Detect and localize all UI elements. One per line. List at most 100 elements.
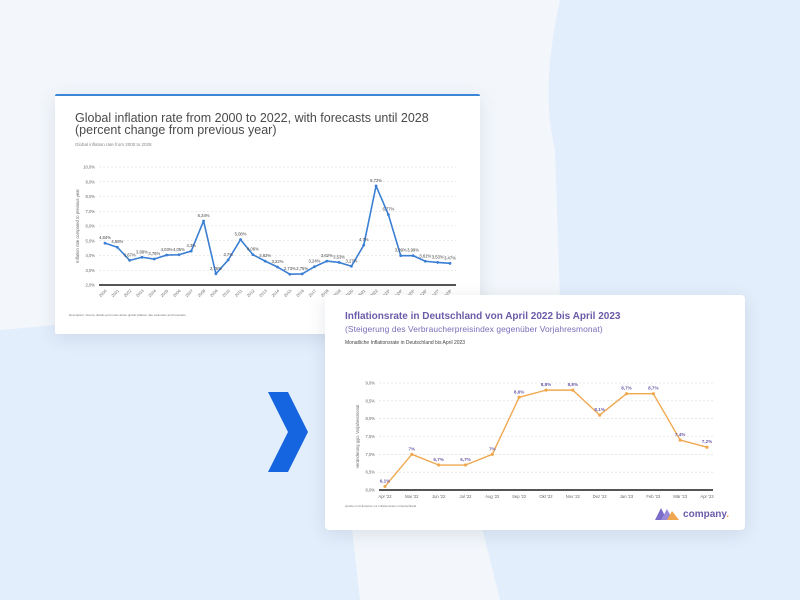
data-point[interactable] xyxy=(423,259,427,263)
y-tick-label: 10,0% xyxy=(83,165,95,170)
logo-text: company xyxy=(683,509,727,520)
data-label: 4,84% xyxy=(99,235,111,240)
data-point[interactable] xyxy=(300,272,304,276)
y-tick-label: 5,0% xyxy=(85,238,95,243)
x-tick-label: Sep '22 xyxy=(512,494,527,499)
data-point[interactable] xyxy=(399,254,403,258)
x-tick-label: 2019 xyxy=(332,288,342,298)
x-tick-label: Mär '23 xyxy=(673,494,688,499)
data-point[interactable] xyxy=(165,253,169,257)
data-label: 2,73% xyxy=(284,266,296,271)
data-point[interactable] xyxy=(651,392,655,396)
data-point[interactable] xyxy=(383,484,387,489)
global-footnote: Description: Source details and notes ab… xyxy=(69,313,187,317)
data-label: 4,06% xyxy=(247,247,259,252)
data-point[interactable] xyxy=(337,261,341,264)
data-label: 3,53% xyxy=(333,254,345,259)
y-tick-label: 9,0% xyxy=(365,381,375,386)
data-point[interactable] xyxy=(251,253,255,257)
data-point[interactable] xyxy=(490,452,494,456)
data-point[interactable] xyxy=(202,219,205,223)
global-inflation-card: Global inflation rate from 2000 to 2022,… xyxy=(55,94,480,334)
data-label: 3,53% xyxy=(432,254,444,259)
x-tick-label: Apr '22 xyxy=(378,494,392,499)
y-tick-label: 8,0% xyxy=(365,416,375,421)
data-label: 4,3% xyxy=(186,243,196,248)
data-label: 2,75% xyxy=(296,266,308,271)
x-tick-label: 2026* xyxy=(417,288,428,299)
y-tick-label: 8,5% xyxy=(365,398,375,403)
data-point[interactable] xyxy=(263,259,267,263)
data-label: 6,7% xyxy=(460,457,470,462)
data-point[interactable] xyxy=(437,463,441,467)
data-point[interactable] xyxy=(517,395,521,399)
data-point[interactable] xyxy=(544,388,548,392)
data-point[interactable] xyxy=(436,261,440,264)
logo-dot: . xyxy=(726,509,729,520)
data-label: 3,99% xyxy=(407,248,419,253)
data-point[interactable] xyxy=(189,249,193,253)
data-point[interactable] xyxy=(624,392,629,396)
x-tick-label: 2027* xyxy=(429,288,440,299)
data-point[interactable] xyxy=(571,388,575,392)
x-tick-label: 2004 xyxy=(147,288,157,298)
data-label: 4,56% xyxy=(111,239,123,244)
data-point[interactable] xyxy=(140,255,144,259)
de-chart-title: Inflationsrate in Deutschland von April … xyxy=(345,311,621,322)
y-tick-label: 6,0% xyxy=(85,224,95,229)
data-point[interactable] xyxy=(313,265,316,269)
data-point[interactable] xyxy=(128,258,132,262)
data-label: 3,99% xyxy=(395,248,407,253)
data-point[interactable] xyxy=(177,253,181,257)
data-point[interactable] xyxy=(226,258,230,262)
data-point[interactable] xyxy=(288,272,292,276)
data-point[interactable] xyxy=(276,265,279,269)
x-tick-label: 2028* xyxy=(442,288,453,299)
x-tick-label: 2013 xyxy=(258,288,268,298)
data-label: 4,7% xyxy=(359,237,369,242)
data-point[interactable] xyxy=(374,184,378,188)
company-logo: company. xyxy=(655,506,729,520)
data-line xyxy=(384,389,708,487)
data-label: 3,7% xyxy=(223,252,233,257)
x-tick-label: 2015 xyxy=(283,288,293,298)
data-point[interactable] xyxy=(115,245,119,249)
data-point[interactable] xyxy=(678,438,682,442)
global-inflation-chart: 2,0% 3,0% 4,0% 5,0% 6,0% 7,0% 8,0% 9,0% 10,0% Inf… xyxy=(75,165,456,300)
data-label: 3,61% xyxy=(419,253,431,258)
x-tick-label: 2020 xyxy=(344,288,354,298)
data-point[interactable] xyxy=(362,243,366,247)
data-label: 8,1% xyxy=(594,407,604,412)
global-chart-title: Global inflation rate from 2000 to 2022,… xyxy=(75,111,429,137)
x-tick-label: 2018 xyxy=(320,288,330,298)
data-point[interactable] xyxy=(152,257,156,261)
y-tick-label: 8,0% xyxy=(85,194,95,199)
x-tick-label: 2002 xyxy=(123,288,133,298)
data-label: 3,47% xyxy=(444,255,456,260)
data-point[interactable] xyxy=(705,445,709,449)
data-point[interactable] xyxy=(463,463,468,467)
data-point[interactable] xyxy=(350,264,353,268)
data-point[interactable] xyxy=(214,272,218,276)
data-label: 8,7% xyxy=(621,386,631,391)
germany-inflation-card: Inflationsrate in Deutschland von April … xyxy=(325,295,745,530)
data-label: 8,8% xyxy=(568,382,578,387)
x-tick-label: 2021 xyxy=(357,288,367,298)
mountain-logo-icon xyxy=(655,508,680,520)
data-point[interactable] xyxy=(410,452,414,456)
x-tick-label: 2003 xyxy=(135,288,145,298)
data-point[interactable] xyxy=(325,259,329,263)
data-label: 3,24% xyxy=(309,259,321,264)
data-point[interactable] xyxy=(386,213,390,217)
data-label: 3,27% xyxy=(345,258,357,263)
x-tick-label: 2005 xyxy=(159,288,169,298)
data-label: 5,08% xyxy=(235,232,247,237)
x-tick-label: 2010 xyxy=(221,288,231,298)
data-point[interactable] xyxy=(598,413,602,417)
data-point[interactable] xyxy=(239,238,242,241)
x-tick-label: 2025* xyxy=(405,288,416,299)
data-label: 7% xyxy=(409,446,416,451)
data-point[interactable] xyxy=(103,241,107,245)
data-point[interactable] xyxy=(448,261,452,265)
data-point[interactable] xyxy=(411,254,415,258)
